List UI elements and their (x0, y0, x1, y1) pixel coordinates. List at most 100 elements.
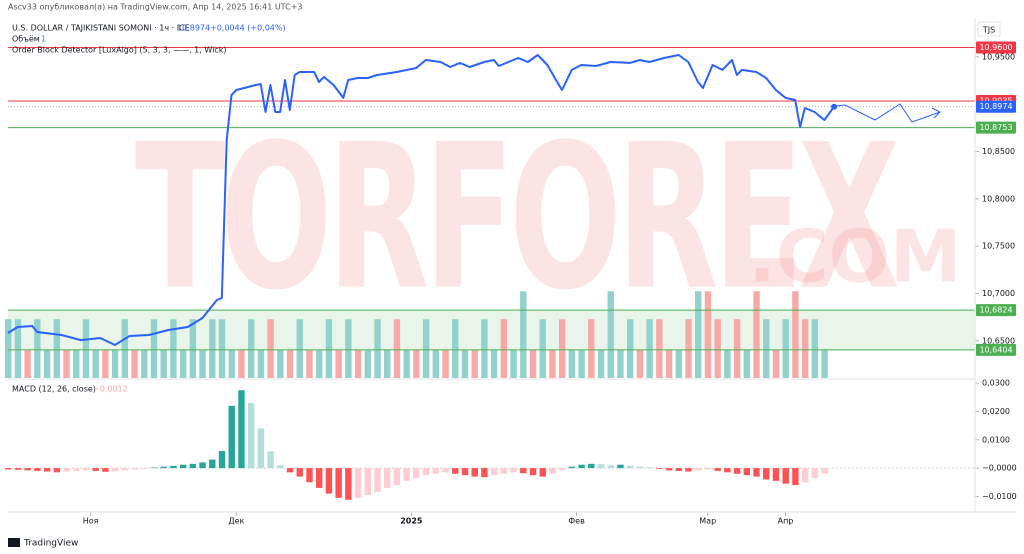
volume-bar (568, 350, 576, 378)
y-tick-label: 10,6500 (982, 336, 1015, 345)
macd-bar (558, 468, 566, 471)
currency[interactable]: TJS (982, 26, 995, 35)
footer: TradingView (23, 539, 78, 549)
macd-bar (763, 468, 770, 480)
level-box (976, 41, 1016, 54)
volume-bar (626, 319, 634, 378)
macd-bar (14, 468, 22, 470)
volume-bar (286, 350, 294, 378)
macd-bar (364, 468, 371, 496)
macd-last: −0,0012 (93, 385, 128, 394)
macd-bar (131, 468, 138, 470)
volume-bar (801, 319, 809, 378)
macd-bar (92, 468, 99, 471)
macd-bar (811, 468, 819, 479)
x-tick-label: 2025 (400, 517, 423, 526)
front-layer: 10,9500 10,8500 10,8000 10,7500 10,7000 10,65… (5, 41, 1017, 526)
y-tick-label: 10,8500 (982, 147, 1015, 156)
volume-bar (111, 350, 119, 378)
macd-bar (626, 465, 634, 469)
macd-bar (34, 468, 41, 471)
volume-bar (646, 319, 653, 378)
volume-bar (597, 350, 605, 378)
macd-bar (490, 468, 498, 476)
macd-bar (646, 467, 653, 469)
macd-bar (179, 464, 187, 469)
x-tick-label: Ноя (83, 517, 99, 526)
macd-bar (617, 464, 624, 469)
macd-bar (685, 468, 692, 472)
macd-bar (520, 468, 527, 474)
volume-bar (384, 350, 391, 378)
volume-bar (452, 319, 459, 378)
macd-bar (63, 468, 70, 472)
volume-bar (510, 350, 517, 378)
volume-bar (422, 319, 430, 378)
volume-bar (724, 350, 731, 378)
volume-bar (792, 291, 799, 378)
indicator-title: Order Block Detector [LuxAlgo] (5, 3, 3,… (12, 46, 226, 55)
macd-bar (695, 468, 702, 471)
y-tick-label: −0,0100 (982, 492, 1017, 501)
macd-bar (384, 468, 391, 488)
volume-bar (393, 319, 401, 378)
macd-bar (724, 468, 731, 473)
volume-bar (481, 319, 488, 378)
volume-bar (267, 319, 274, 378)
volume-bar (588, 319, 595, 378)
volume-bar (141, 350, 148, 378)
macd-bar (714, 468, 721, 471)
volume-bar (73, 350, 80, 378)
macd-bar (432, 468, 440, 474)
macd-bar (656, 468, 663, 469)
y-tick-label: 10,7500 (982, 242, 1015, 251)
currency-box[interactable] (977, 21, 1001, 37)
level-box (976, 100, 1016, 113)
volume-bar (34, 319, 41, 378)
macd-bar (704, 468, 712, 470)
y-tick-label: 10,8000 (982, 194, 1015, 203)
y-tick-label: −0,0000 (982, 464, 1017, 473)
macd-bar (24, 468, 31, 471)
macd-bar (82, 468, 90, 471)
macd-bar (821, 468, 828, 474)
macd-bar (792, 468, 799, 486)
volume-title: Объём (12, 35, 40, 44)
macd-bar (238, 390, 245, 469)
volume-bar (14, 319, 22, 378)
macd-bar (102, 468, 109, 472)
volume-bar (257, 350, 265, 378)
macd-bar (393, 468, 401, 486)
volume-bar (218, 319, 226, 378)
level-box (976, 304, 1016, 317)
volume-bar (665, 350, 673, 378)
macd-bar (461, 468, 469, 476)
volume-bar (92, 350, 99, 378)
macd-bar (665, 468, 673, 471)
volume-bar (179, 350, 187, 378)
macd-bar (315, 468, 323, 488)
symbol-title: U.S. DOLLAR / TAJIKISTANI SOMONI · 1ч · … (12, 24, 190, 33)
volume-bar (704, 291, 712, 378)
volume-bar (102, 350, 109, 378)
level-label: 10,6824 (979, 306, 1012, 315)
y-tick-label: 10,9500 (982, 52, 1015, 61)
macd-bar (335, 468, 342, 498)
last-price: 10,8974 (177, 24, 210, 33)
macd-bar (743, 468, 751, 476)
volume-bar (714, 319, 721, 378)
published: Ascv33 опубликовал(а) на TradingView.com… (8, 3, 302, 12)
macd-bar (325, 468, 333, 494)
macd-bar (422, 468, 430, 476)
volume-bar (549, 350, 556, 378)
macd-bar (403, 468, 410, 481)
y-tick-label: 0,0300 (982, 379, 1010, 388)
level-label: 10,9600 (979, 43, 1012, 52)
volume-bar (821, 350, 828, 378)
macd-bar (267, 451, 274, 469)
macd-bar (257, 428, 265, 469)
macd-bar (782, 468, 789, 484)
volume-bar (228, 350, 235, 378)
volume-bar (53, 319, 60, 378)
